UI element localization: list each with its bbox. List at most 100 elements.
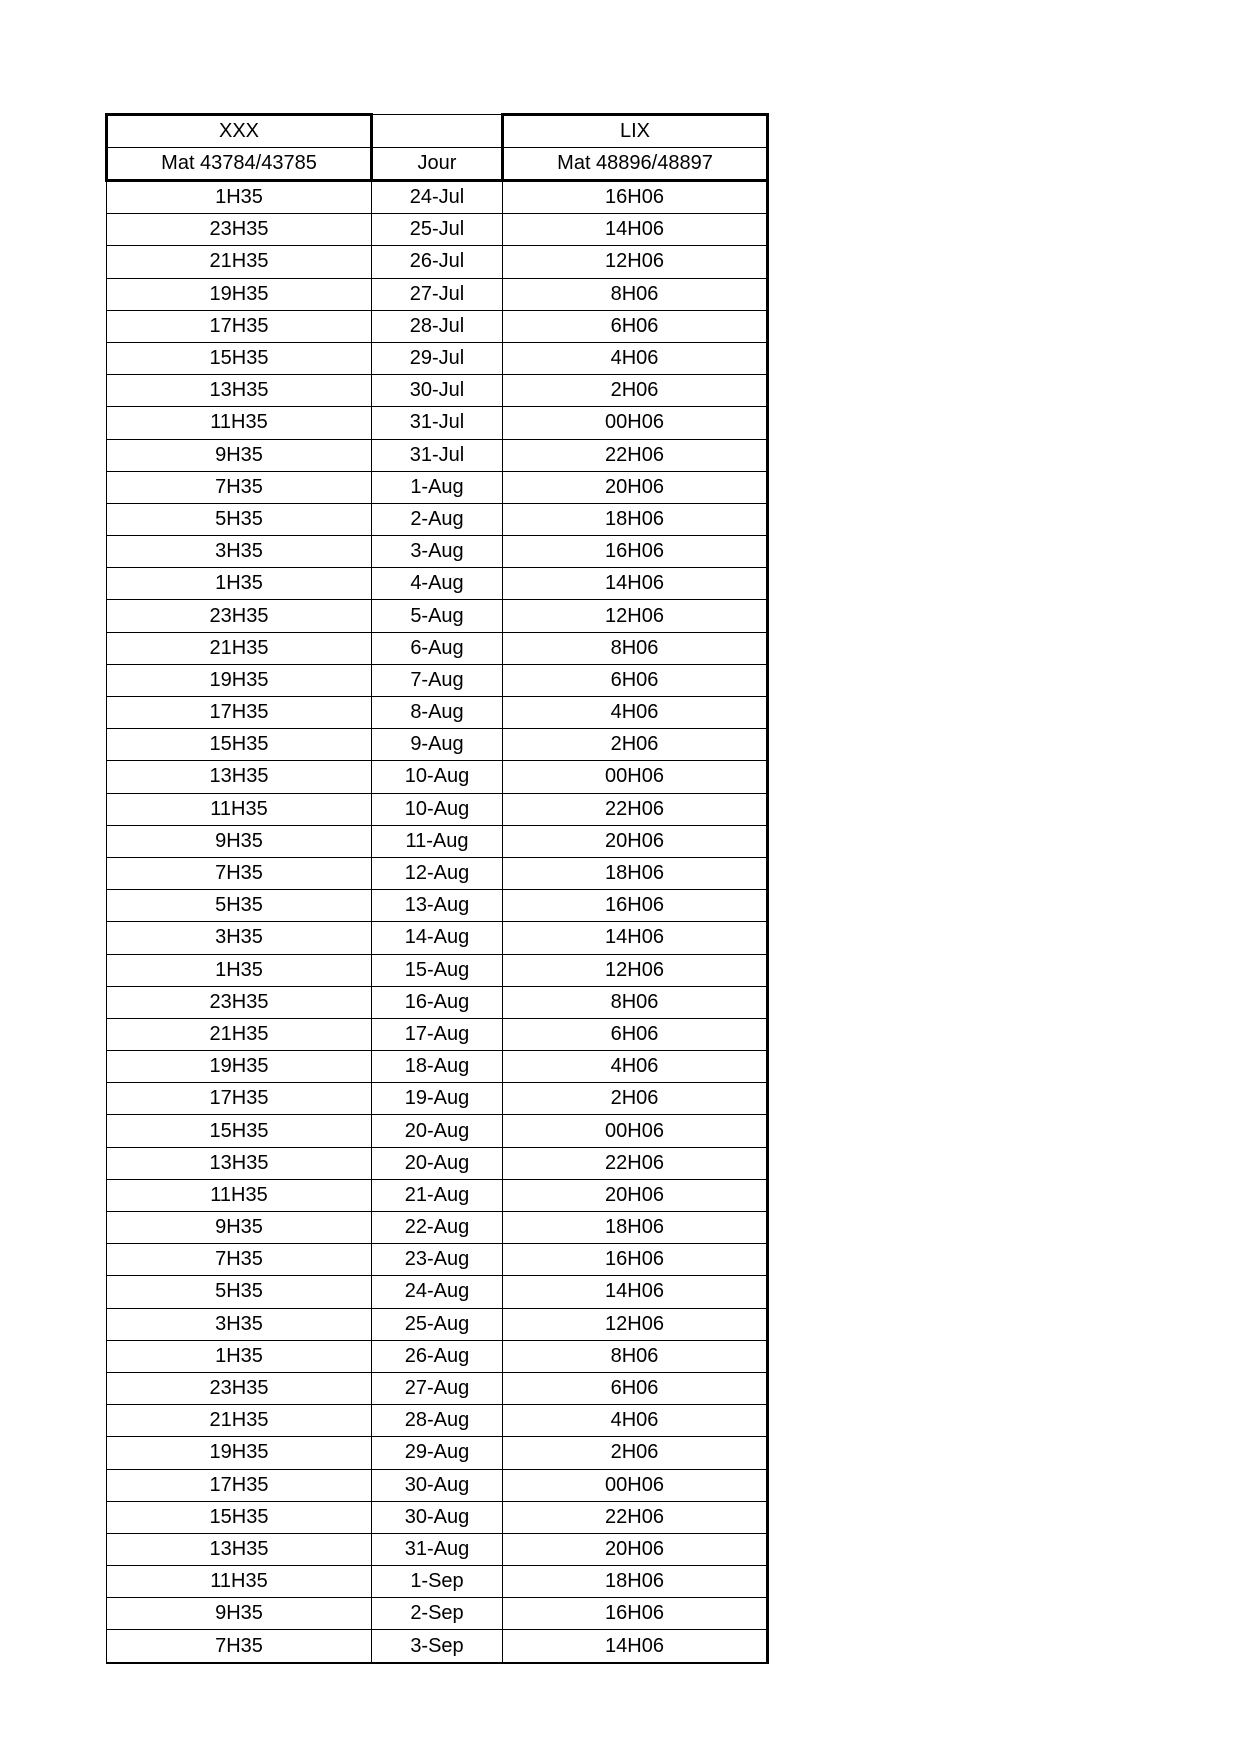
xxx-time-cell: 15H35 bbox=[106, 728, 372, 762]
table-row: 3H35 14-Aug 14H06 bbox=[106, 921, 769, 955]
table-row: 21H35 6-Aug 8H06 bbox=[106, 631, 769, 665]
jour-cell: 3-Sep bbox=[371, 1629, 503, 1664]
lix-time-cell: 18H06 bbox=[502, 1210, 769, 1245]
jour-cell: 26-Aug bbox=[371, 1339, 503, 1373]
table-row: 5H35 2-Aug 18H06 bbox=[106, 502, 769, 537]
table-row: 23H35 5-Aug 12H06 bbox=[106, 599, 769, 633]
lix-time-cell: 20H06 bbox=[502, 470, 769, 504]
xxx-time-cell: 3H35 bbox=[106, 535, 372, 569]
schedule-table: XXX LIX Mat 43784/43785 Jour Mat 48896/4… bbox=[105, 113, 769, 1664]
jour-cell: 31-Aug bbox=[371, 1532, 503, 1567]
xxx-time-cell: 21H35 bbox=[106, 1404, 372, 1438]
table-row: 19H35 18-Aug 4H06 bbox=[106, 1050, 769, 1084]
xxx-time-cell: 5H35 bbox=[106, 1275, 372, 1309]
lix-time-cell: 8H06 bbox=[502, 631, 769, 665]
jour-cell: 7-Aug bbox=[371, 663, 503, 698]
xxx-time-cell: 13H35 bbox=[106, 374, 372, 408]
lix-time-cell: 16H06 bbox=[502, 889, 769, 923]
xxx-time-cell: 3H35 bbox=[106, 1307, 372, 1341]
lix-time-cell: 6H06 bbox=[502, 1371, 769, 1406]
table-row: 5H35 13-Aug 16H06 bbox=[106, 889, 769, 923]
table-row: 7H35 3-Sep 14H06 bbox=[106, 1629, 769, 1664]
table-row: 9H35 31-Jul 22H06 bbox=[106, 438, 769, 472]
jour-cell: 27-Jul bbox=[371, 277, 503, 311]
table-row: 7H35 23-Aug 16H06 bbox=[106, 1243, 769, 1277]
jour-cell: 30-Aug bbox=[371, 1468, 503, 1502]
jour-cell: 11-Aug bbox=[371, 824, 503, 858]
lix-time-cell: 4H06 bbox=[502, 1404, 769, 1438]
lix-time-cell: 00H06 bbox=[502, 760, 769, 794]
lix-time-cell: 12H06 bbox=[502, 953, 769, 987]
lix-time-cell: 20H06 bbox=[502, 1178, 769, 1213]
table-row: 15H35 20-Aug 00H06 bbox=[106, 1114, 769, 1148]
xxx-time-cell: 11H35 bbox=[106, 1178, 372, 1213]
jour-cell: 16-Aug bbox=[371, 985, 503, 1019]
table-row: 1H35 24-Jul 16H06 bbox=[106, 179, 769, 215]
xxx-time-cell: 1H35 bbox=[106, 567, 372, 601]
lix-time-cell: 22H06 bbox=[502, 1500, 769, 1534]
jour-cell: 26-Jul bbox=[371, 245, 503, 279]
table-row: 23H35 16-Aug 8H06 bbox=[106, 985, 769, 1019]
table-row: 23H35 27-Aug 6H06 bbox=[106, 1371, 769, 1406]
xxx-time-cell: 9H35 bbox=[106, 438, 372, 472]
table-row: 15H35 30-Aug 22H06 bbox=[106, 1500, 769, 1534]
xxx-time-cell: 1H35 bbox=[106, 953, 372, 987]
table-row: 1H35 26-Aug 8H06 bbox=[106, 1339, 769, 1373]
table-row: 11H35 21-Aug 20H06 bbox=[106, 1178, 769, 1213]
table-row: 17H35 19-Aug 2H06 bbox=[106, 1082, 769, 1116]
xxx-time-cell: 9H35 bbox=[106, 1597, 372, 1631]
lix-time-cell: 6H06 bbox=[502, 663, 769, 698]
jour-cell: 1-Sep bbox=[371, 1565, 503, 1599]
xxx-time-cell: 23H35 bbox=[106, 1371, 372, 1406]
lix-time-cell: 22H06 bbox=[502, 438, 769, 472]
jour-cell: 25-Jul bbox=[371, 213, 503, 247]
table-row: 11H35 10-Aug 22H06 bbox=[106, 792, 769, 826]
lix-time-cell: 12H06 bbox=[502, 1307, 769, 1341]
lix-time-cell: 4H06 bbox=[502, 695, 769, 730]
table-row: 17H35 8-Aug 4H06 bbox=[106, 695, 769, 730]
xxx-time-cell: 7H35 bbox=[106, 1629, 372, 1664]
xxx-time-cell: 7H35 bbox=[106, 1243, 372, 1277]
lix-time-cell: 6H06 bbox=[502, 309, 769, 343]
jour-cell: 24-Jul bbox=[371, 179, 503, 215]
xxx-time-cell: 19H35 bbox=[106, 277, 372, 311]
jour-cell: 30-Jul bbox=[371, 374, 503, 408]
xxx-time-cell: 11H35 bbox=[106, 406, 372, 440]
lix-time-cell: 16H06 bbox=[502, 179, 769, 215]
table-row: 23H35 25-Jul 14H06 bbox=[106, 213, 769, 247]
xxx-time-cell: 23H35 bbox=[106, 213, 372, 247]
table-row: 3H35 25-Aug 12H06 bbox=[106, 1307, 769, 1341]
lix-time-cell: 8H06 bbox=[502, 985, 769, 1019]
jour-cell: 4-Aug bbox=[371, 567, 503, 601]
xxx-time-cell: 11H35 bbox=[106, 792, 372, 826]
xxx-time-cell: 7H35 bbox=[106, 470, 372, 504]
jour-cell: 20-Aug bbox=[371, 1146, 503, 1180]
xxx-time-cell: 19H35 bbox=[106, 663, 372, 698]
lix-time-cell: 00H06 bbox=[502, 1468, 769, 1502]
lix-time-cell: 4H06 bbox=[502, 341, 769, 376]
lix-time-cell: 14H06 bbox=[502, 1275, 769, 1309]
table-row: 17H35 28-Jul 6H06 bbox=[106, 309, 769, 343]
jour-cell: 24-Aug bbox=[371, 1275, 503, 1309]
jour-cell: 3-Aug bbox=[371, 535, 503, 569]
xxx-time-cell: 1H35 bbox=[106, 179, 372, 215]
lix-time-cell: 14H06 bbox=[502, 1629, 769, 1664]
lix-time-cell: 18H06 bbox=[502, 856, 769, 891]
xxx-time-cell: 17H35 bbox=[106, 309, 372, 343]
header-empty bbox=[371, 114, 503, 148]
table-body: 1H35 24-Jul 16H06 23H35 25-Jul 14H06 21H35 26-J… bbox=[106, 179, 769, 1664]
lix-time-cell: 4H06 bbox=[502, 1050, 769, 1084]
xxx-time-cell: 3H35 bbox=[106, 921, 372, 955]
jour-cell: 10-Aug bbox=[371, 760, 503, 794]
lix-time-cell: 14H06 bbox=[502, 567, 769, 601]
xxx-time-cell: 15H35 bbox=[106, 341, 372, 376]
lix-time-cell: 22H06 bbox=[502, 792, 769, 826]
xxx-time-cell: 9H35 bbox=[106, 824, 372, 858]
xxx-time-cell: 17H35 bbox=[106, 1468, 372, 1502]
table-row: 21H35 26-Jul 12H06 bbox=[106, 245, 769, 279]
table-row: 13H35 20-Aug 22H06 bbox=[106, 1146, 769, 1180]
table-row: 1H35 15-Aug 12H06 bbox=[106, 953, 769, 987]
table-row: 7H35 12-Aug 18H06 bbox=[106, 856, 769, 891]
xxx-time-cell: 1H35 bbox=[106, 1339, 372, 1373]
table-row: 11H35 31-Jul 00H06 bbox=[106, 406, 769, 440]
